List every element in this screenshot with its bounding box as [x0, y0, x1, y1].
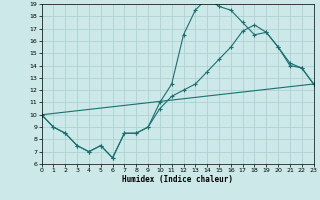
X-axis label: Humidex (Indice chaleur): Humidex (Indice chaleur)	[122, 175, 233, 184]
